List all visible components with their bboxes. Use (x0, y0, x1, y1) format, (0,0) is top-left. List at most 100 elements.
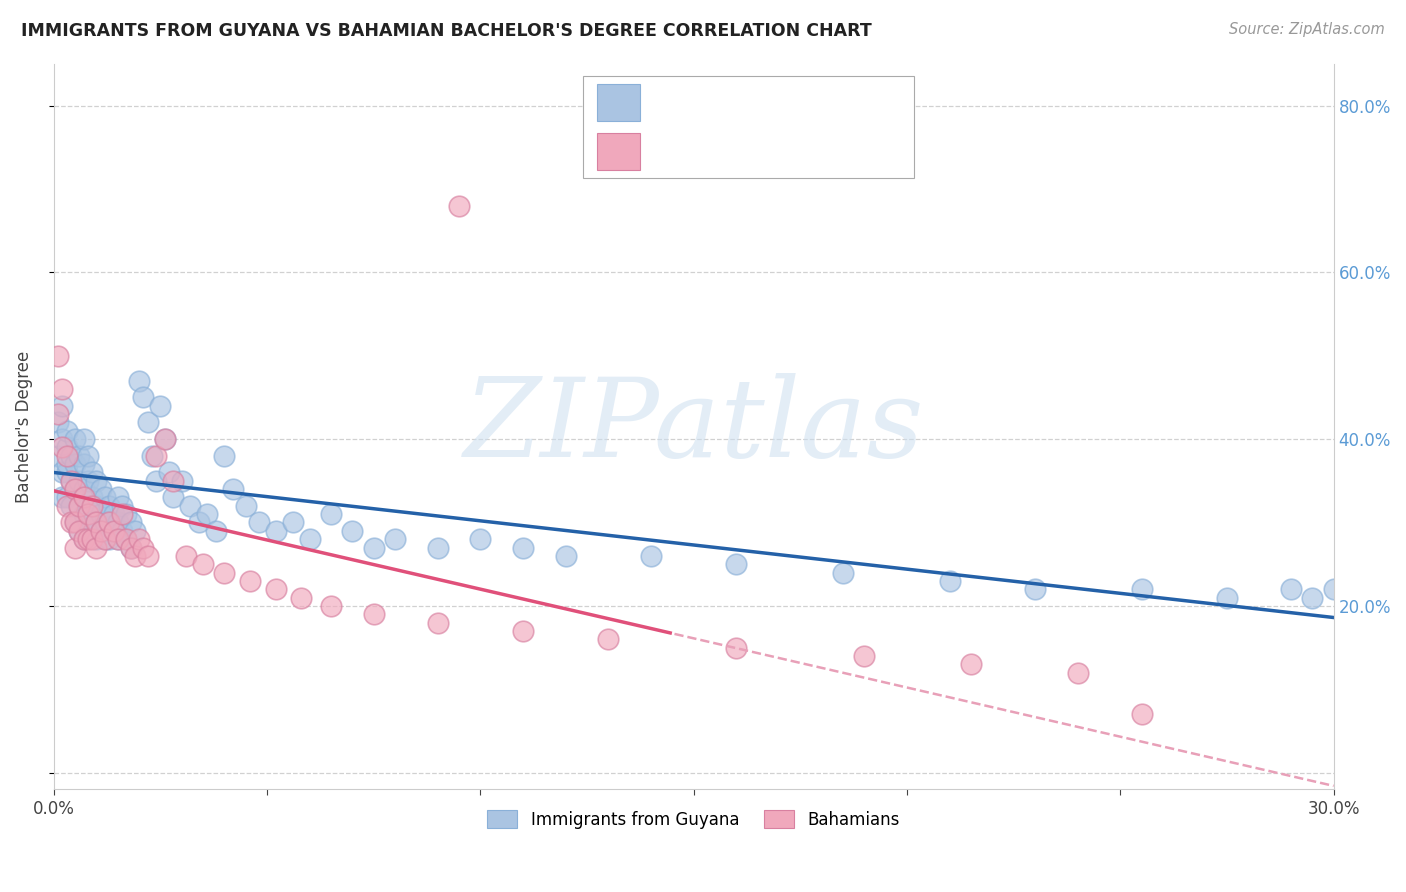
Point (235, 499, 257, 513)
Point (554, 549, 576, 563)
Point (46, 349, 69, 363)
Point (63, 516, 86, 530)
Point (90, 524, 112, 538)
Point (170, 474, 193, 488)
Point (1323, 582, 1346, 597)
Point (111, 507, 134, 521)
Point (94, 516, 117, 530)
Point (77, 449, 100, 463)
Point (86, 532, 108, 546)
Point (98, 499, 121, 513)
Point (73, 491, 96, 505)
Point (51, 491, 73, 505)
Point (90, 524, 112, 538)
Point (51, 432, 73, 446)
Point (145, 474, 167, 488)
Point (124, 549, 146, 563)
Point (59, 474, 82, 488)
Point (59, 449, 82, 463)
Point (1301, 591, 1323, 605)
Point (73, 432, 96, 446)
Point (153, 432, 176, 446)
Text: ZIPatlas: ZIPatlas (464, 373, 924, 481)
Point (1024, 582, 1046, 597)
Point (55, 499, 77, 513)
Point (264, 582, 287, 597)
Point (141, 449, 163, 463)
Point (77, 474, 100, 488)
Point (179, 499, 201, 513)
Point (67, 524, 90, 538)
Point (86, 474, 108, 488)
Point (1279, 582, 1302, 597)
Point (470, 532, 492, 546)
Point (51, 441, 73, 455)
Point (162, 474, 184, 488)
Point (111, 499, 134, 513)
Point (832, 566, 855, 580)
Point (290, 591, 312, 605)
Point (73, 457, 96, 471)
Point (73, 532, 96, 546)
Point (128, 374, 150, 388)
Point (82, 532, 104, 546)
Point (1066, 665, 1088, 680)
Point (384, 532, 406, 546)
Point (103, 524, 125, 538)
Point (59, 474, 82, 488)
Point (512, 624, 534, 638)
Point (107, 532, 129, 546)
Text: R = -0.363   N = 115: R = -0.363 N = 115 (652, 95, 821, 110)
Point (239, 574, 262, 588)
Point (94, 532, 117, 546)
Point (107, 532, 129, 546)
Point (55, 457, 77, 471)
Point (55, 441, 77, 455)
Point (103, 524, 125, 538)
FancyBboxPatch shape (583, 76, 914, 178)
Point (1130, 707, 1153, 722)
Point (86, 541, 108, 555)
Point (120, 541, 142, 555)
Point (426, 541, 449, 555)
Point (59, 516, 82, 530)
Point (449, 199, 471, 213)
Point (67, 474, 90, 488)
Point (67, 524, 90, 538)
Point (162, 491, 184, 505)
Point (82, 466, 104, 480)
Point (197, 507, 219, 521)
Point (77, 499, 100, 513)
Point (98, 516, 121, 530)
Point (115, 532, 138, 546)
Point (120, 516, 142, 530)
FancyBboxPatch shape (596, 133, 640, 170)
Point (214, 566, 236, 580)
Point (426, 615, 449, 630)
Point (82, 499, 104, 513)
Point (187, 516, 209, 530)
Point (90, 482, 112, 496)
Legend: Immigrants from Guyana, Bahamians: Immigrants from Guyana, Bahamians (481, 804, 907, 835)
Point (136, 549, 159, 563)
Point (363, 541, 385, 555)
Point (63, 482, 86, 496)
Point (63, 516, 86, 530)
Point (67, 499, 90, 513)
Point (90, 507, 112, 521)
Point (342, 524, 364, 538)
Point (120, 541, 142, 555)
Point (82, 516, 104, 530)
Point (298, 532, 321, 546)
Point (107, 491, 129, 505)
Point (1130, 582, 1153, 597)
Text: R = -0.232   N =  62: R = -0.232 N = 62 (652, 145, 815, 160)
Point (107, 516, 129, 530)
FancyBboxPatch shape (596, 84, 640, 121)
Point (82, 491, 104, 505)
Point (960, 657, 983, 672)
Point (51, 466, 73, 480)
Point (63, 482, 86, 496)
Point (51, 382, 73, 396)
Point (98, 532, 121, 546)
